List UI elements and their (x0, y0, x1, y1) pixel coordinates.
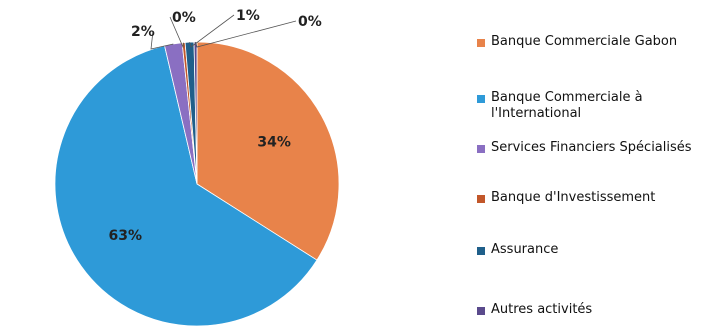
slice-label-3: 2% (131, 24, 155, 40)
slice-label-5: 1% (236, 8, 260, 24)
leader-line-5 (189, 14, 235, 48)
legend-item-1: Banque Commerciale Gabon (477, 34, 721, 50)
legend-item-6: Autres activités (477, 302, 721, 318)
legend-label-6: Autres activités (491, 302, 593, 317)
leader-line-4 (169, 16, 185, 49)
pie-slice-1 (196, 41, 340, 261)
slice-label-1: 34% (257, 135, 291, 151)
pie-slice-6 (193, 41, 198, 185)
legend-item-4: Banque d'Investissement (477, 190, 721, 206)
legend-item-5: Assurance (477, 242, 721, 258)
legend-swatch-4 (477, 195, 485, 203)
legend-item-3: Services Financiers Spécialisés (477, 140, 721, 156)
legend-swatch-5 (477, 247, 485, 255)
legend-label-1: Banque Commerciale Gabon (491, 34, 678, 49)
legend-label-3: Services Financiers Spécialisés (491, 140, 692, 155)
slice-label-2: 63% (108, 228, 142, 244)
leader-line-6 (195, 20, 297, 48)
legend-label-2: Banque Commerciale à l'International (491, 90, 643, 121)
legend-swatch-3 (477, 145, 485, 153)
legend-swatch-2 (477, 95, 485, 103)
legend-label-4: Banque d'Investissement (491, 190, 656, 205)
leader-line-3 (150, 30, 174, 50)
pie-slice-2 (54, 45, 318, 327)
legend-swatch-1 (477, 39, 485, 47)
legend-swatch-6 (477, 307, 485, 315)
legend-label-5: Assurance (491, 242, 559, 257)
slice-label-6: 0% (298, 14, 322, 30)
legend-item-2: Banque Commerciale à l'International (477, 90, 721, 122)
slice-label-4: 0% (172, 10, 196, 26)
